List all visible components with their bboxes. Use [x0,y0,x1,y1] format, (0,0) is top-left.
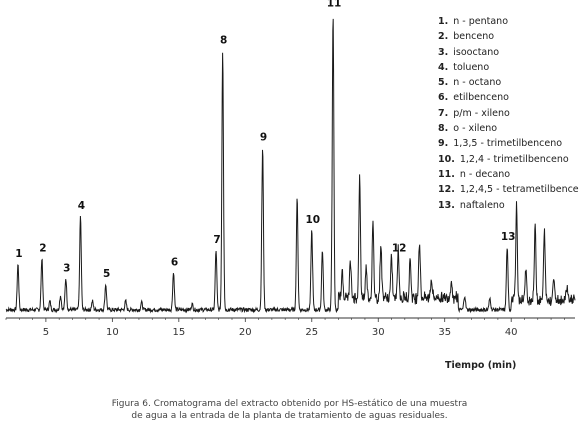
legend-item: 12. 1,2,4,5 - tetrametilbenceno [438,182,579,197]
legend-item-number: 1. [438,16,449,27]
legend-item-number: 3. [438,46,449,58]
legend-item-number: 9. [438,138,449,150]
legend-item-compound: o - xileno [450,123,498,135]
x-tick-label: 15 [172,327,185,338]
legend-item-compound: n - pentano [450,16,509,27]
peak-legend: 1. n - pentano 2. benceno 3. isooctano 4. t… [438,14,579,213]
x-tick-label: 10 [106,327,119,338]
legend-item-compound: isooctano [450,46,500,58]
legend-item-number: 12. [438,184,455,196]
peak-number-label: 11 [327,0,342,10]
x-tick-label: 25 [305,327,318,338]
caption-line-1: Figura 6. Cromatograma del extracto obte… [111,399,468,409]
legend-item-compound: benceno [450,31,495,43]
legend-item: 2. benceno [438,29,579,44]
x-tick-label: 40 [505,327,518,338]
peak-number-label: 10 [305,214,320,226]
legend-item-number: 2. [438,31,449,43]
peak-number-label: 2 [39,243,46,255]
peak-number-label: 5 [103,268,110,280]
legend-item: 4. tolueno [438,60,579,75]
legend-item-compound: 1,2,4,5 - tetrametilbenceno [456,184,579,196]
x-tick-label: 35 [438,327,451,338]
legend-item: 7. p/m - xileno [438,106,579,121]
peak-number-label: 1 [15,248,22,260]
chart-axes: 5 10 15 20 25 30 35 40 [5,317,575,338]
legend-item-number: 6. [438,92,449,104]
chromatogram-trace-group [5,18,576,314]
legend-item-compound: naftaleno [456,199,505,211]
peak-number-label: 9 [260,132,267,144]
legend-item: 10. 1,2,4 - trimetilbenceno [438,152,579,167]
peak-number-label: 8 [220,35,227,47]
x-axis-label: Tiempo (min) [445,360,517,371]
legend-item-number: 10. [438,153,455,165]
peak-number-label: 6 [171,257,178,269]
legend-item-compound: p/m - xileno [450,107,510,119]
peak-number-label: 12 [392,243,407,255]
legend-item: 9. 1,3,5 - trimetilbenceno [438,136,579,151]
legend-item-number: 13. [438,199,455,211]
peak-number-label: 13 [501,231,516,243]
legend-item-compound: n - octano [450,77,502,89]
figure-caption: Figura 6. Cromatograma del extracto obte… [0,398,579,422]
legend-item: 8. o - xileno [438,121,579,136]
legend-item-number: 11. [438,168,455,180]
x-tick-label: 30 [372,327,385,338]
legend-item-compound: 1,3,5 - trimetilbenceno [450,138,563,150]
legend-item: 5. n - octano [438,75,579,90]
x-tick-label: 20 [239,327,252,338]
legend-item: 3. isooctano [438,45,579,60]
legend-item: 1. n - pentano [438,14,579,29]
legend-item-compound: 1,2,4 - trimetilbenceno [456,153,569,165]
legend-item-compound: tolueno [450,61,490,73]
legend-item-compound: n - decano [456,168,511,180]
peak-number-label: 4 [78,200,85,212]
legend-item: 11. n - decano [438,167,579,182]
x-tick-label: 5 [43,327,49,338]
legend-item-compound: etilbenceno [450,92,509,104]
legend-item-number: 7. [438,107,449,119]
peak-number-label: 3 [63,262,70,274]
legend-item-number: 4. [438,61,449,73]
chromatogram-trace [5,18,576,314]
legend-item-number: 5. [438,77,449,89]
legend-item-number: 8. [438,123,449,135]
peak-number-label: 7 [213,234,220,246]
legend-item: 6. etilbenceno [438,90,579,105]
caption-line-2: de agua a la entrada de la planta de tra… [131,411,448,421]
legend-item: 13. naftaleno [438,198,579,213]
